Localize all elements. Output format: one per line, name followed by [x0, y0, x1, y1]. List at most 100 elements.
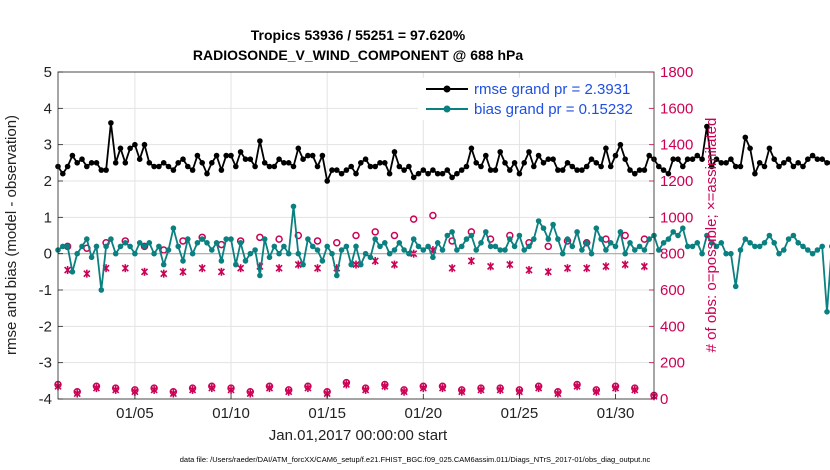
bias-point [401, 247, 407, 253]
rmse-point [535, 152, 542, 159]
bias-point [319, 258, 326, 264]
bias-point [314, 247, 321, 253]
bias-series [55, 203, 830, 315]
obs-possible-marker [284, 386, 293, 394]
obs-possible-marker [227, 384, 235, 392]
rmse-point [502, 160, 508, 166]
obs-possible-marker [313, 237, 322, 245]
rmse-point [213, 152, 220, 159]
obs-assimilated-marker [246, 389, 254, 398]
rmse-point [136, 156, 143, 162]
rmse-point [425, 170, 431, 177]
obs-assimilated-marker [544, 267, 552, 276]
rmse-point [454, 170, 460, 177]
rmse-point [261, 160, 268, 166]
obs-assimilated-marker [294, 260, 302, 269]
obs-assimilated-marker [371, 256, 379, 265]
bias-point [781, 247, 787, 253]
bias-point [550, 221, 556, 228]
bias-point [185, 236, 191, 242]
rmse-point [579, 167, 585, 173]
rmse-point [329, 167, 335, 173]
y-tick-label: -4 [39, 391, 52, 408]
rmse-point [170, 167, 177, 173]
rmse-point [305, 152, 311, 159]
rmse-point [593, 160, 600, 166]
rmse-point [362, 156, 369, 162]
bias-point [680, 225, 686, 231]
obs-assimilated-marker [64, 266, 72, 275]
obs-possible-marker [429, 211, 437, 220]
bias-point [69, 269, 76, 275]
bias-point [112, 250, 119, 257]
bias-point [165, 247, 172, 253]
obs-possible-markers [54, 211, 658, 400]
rmse-point [809, 152, 816, 159]
bias-point [579, 247, 585, 253]
obs-assimilated-marker [390, 260, 399, 269]
obs-assimilated-marker [467, 256, 475, 265]
rmse-point [761, 163, 768, 170]
bias-point [521, 247, 527, 253]
rmse-point [276, 156, 282, 162]
rmse-point [165, 163, 172, 170]
rmse-point [257, 138, 263, 144]
y-tick-label: 1 [44, 209, 52, 226]
bias-point [218, 258, 225, 264]
bias-point [478, 240, 484, 246]
rmse-point [819, 156, 825, 162]
bias-point [646, 236, 652, 242]
y-tick-label: 4 [44, 100, 52, 117]
bias-point [742, 236, 749, 242]
rmse-point [295, 145, 302, 152]
y-right-tick-label: 600 [660, 282, 685, 299]
rmse-series-line [57, 122, 830, 185]
x-axis-label: Jan.01,2017 00:00:00 start [269, 427, 448, 444]
bias-point [555, 236, 561, 242]
rmse-point [487, 167, 494, 173]
obs-possible-marker [188, 384, 197, 392]
obs-possible-marker [592, 386, 601, 394]
rmse-point [93, 160, 100, 166]
rmse-point [353, 170, 359, 177]
rmse-point [377, 160, 383, 166]
bias-point [261, 236, 268, 242]
rmse-point [603, 145, 609, 152]
obs-possible-marker [534, 382, 543, 391]
rmse-point [98, 167, 105, 173]
obs-assimilated-marker [275, 264, 283, 273]
bias-point [281, 243, 287, 250]
rmse-point [526, 149, 532, 155]
bias-point [223, 236, 229, 242]
bias-point [136, 240, 143, 246]
bias-point [362, 250, 369, 257]
rmse-point [781, 160, 787, 166]
obs-assimilated-marker [602, 262, 610, 271]
y-right-tick-label: 1400 [660, 137, 693, 154]
bias-point [194, 240, 201, 246]
bias-point [74, 250, 80, 257]
legend-rmse-marker [443, 85, 451, 93]
rmse-point [718, 160, 725, 166]
y-tick-label: 5 [44, 64, 52, 81]
y-tick-label: -2 [39, 318, 52, 335]
legend-bias-label: bias grand pr = 0.15232 [474, 101, 633, 118]
obs-assimilated-marker [487, 262, 495, 271]
y-axis-label: rmse and bias (model - observation) [3, 115, 20, 355]
bias-point [127, 243, 133, 250]
obs-possible-marker [352, 231, 360, 240]
bias-point [439, 247, 446, 253]
obs-possible-marker [544, 242, 553, 251]
bias-point [588, 250, 595, 257]
obs-assimilated-marker [631, 385, 639, 394]
bias-point [204, 240, 210, 246]
bias-point [430, 254, 436, 261]
rmse-point [540, 160, 547, 166]
obs-assimilated-marker [448, 264, 456, 273]
rmse-point [670, 156, 676, 162]
bias-point [396, 240, 403, 246]
obs-possible-marker [477, 384, 485, 392]
bias-point [814, 247, 821, 253]
y-right-tick-label: 0 [660, 391, 668, 408]
bias-point [641, 247, 648, 253]
